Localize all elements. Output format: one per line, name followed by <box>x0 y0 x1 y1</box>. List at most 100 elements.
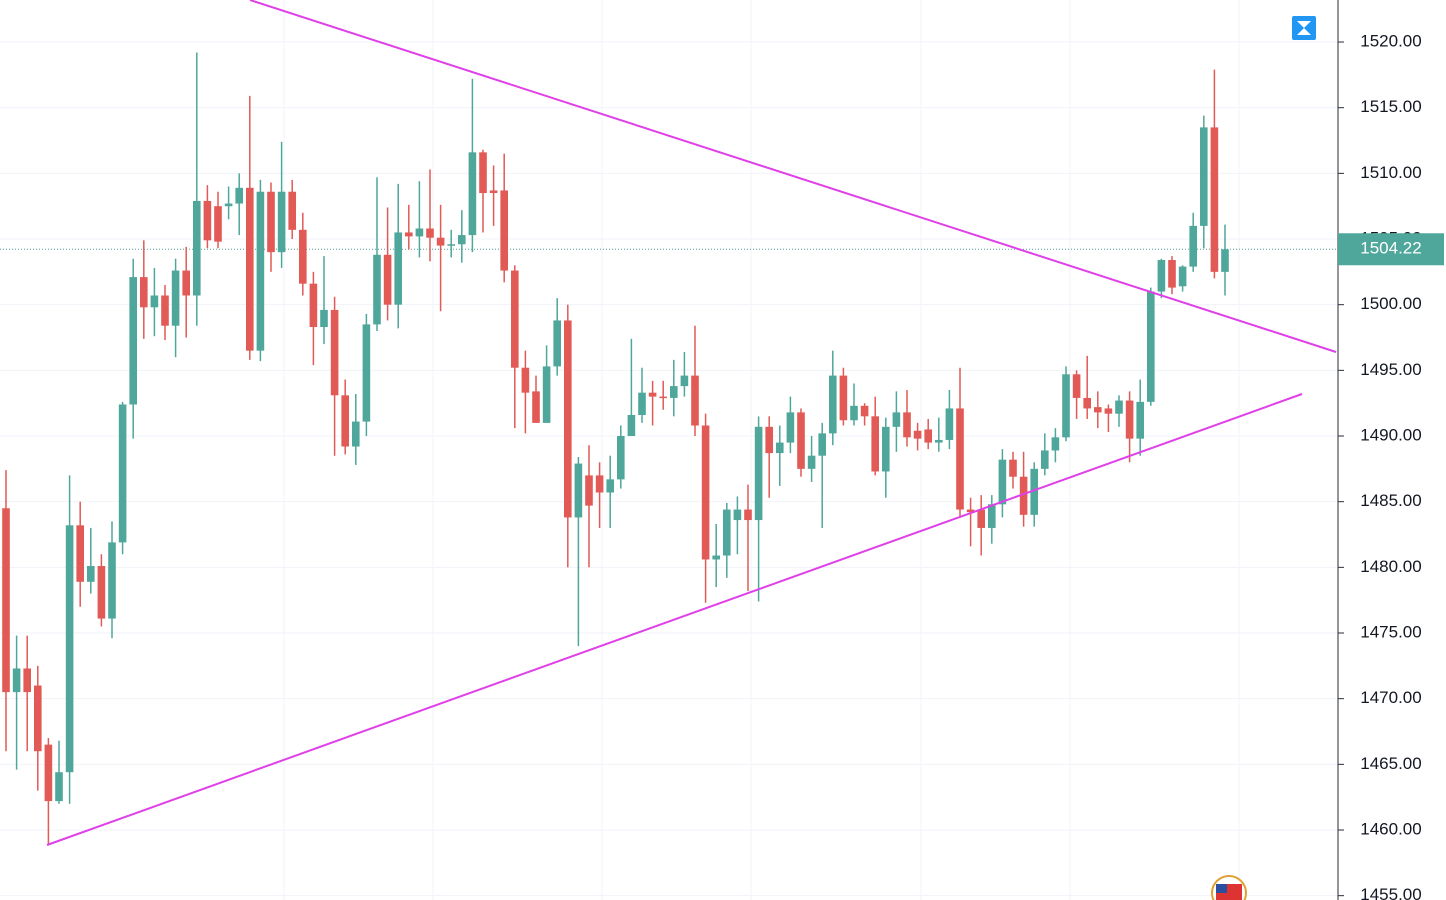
candle-body <box>426 228 434 238</box>
candle-body <box>595 475 604 493</box>
candle-body <box>670 386 678 398</box>
candle-body <box>458 235 466 245</box>
flag-canton <box>1216 884 1227 893</box>
candle-body <box>1157 260 1166 292</box>
candle-body <box>723 509 731 556</box>
candle-body <box>585 475 593 506</box>
candle-body <box>564 320 572 518</box>
trend-lines <box>46 0 1337 846</box>
candle-body <box>1115 400 1123 414</box>
candle-body <box>776 442 784 454</box>
candle-body <box>659 396 667 399</box>
candle-body <box>1041 450 1049 469</box>
candle-body <box>500 190 508 271</box>
candle-body <box>256 191 265 351</box>
candle-body <box>733 509 742 521</box>
candle-body <box>479 152 487 194</box>
candle-body <box>447 244 455 246</box>
candle-body <box>87 566 95 582</box>
candle-body <box>1210 127 1219 272</box>
candle-body <box>468 152 477 236</box>
y-tick-label: 1515.00 <box>1360 97 1421 116</box>
candle-body <box>34 685 42 752</box>
candle-body <box>288 191 296 230</box>
candle-body <box>1009 459 1017 477</box>
y-tick-label: 1500.00 <box>1360 294 1421 313</box>
candle-body <box>839 375 848 421</box>
candle-body <box>214 206 222 242</box>
candle-body <box>924 429 932 443</box>
candle-body <box>966 509 975 513</box>
candle-body <box>988 504 996 528</box>
y-tick-label: 1490.00 <box>1360 425 1421 444</box>
candle-body <box>277 191 286 253</box>
candle-body <box>617 436 625 480</box>
candle-body <box>309 283 318 328</box>
candle-body <box>108 542 116 619</box>
candle-body <box>1189 225 1197 267</box>
y-tick-label: 1480.00 <box>1360 557 1421 576</box>
vertical-grid <box>283 0 1240 900</box>
candle-body <box>532 391 540 423</box>
candle-body <box>786 412 795 443</box>
y-tick-label: 1475.00 <box>1360 622 1421 641</box>
candle-body <box>23 668 31 693</box>
candle-body <box>150 295 159 308</box>
candle-body <box>935 439 943 443</box>
candle-body <box>97 566 106 619</box>
trend-line <box>249 0 1337 353</box>
scale-icon[interactable] <box>1292 16 1316 40</box>
price-label: 1504.22 <box>1360 239 1421 258</box>
candle-body <box>224 203 233 207</box>
candle-body <box>1062 374 1070 438</box>
candle-body <box>1019 476 1028 515</box>
candle-body <box>977 509 985 528</box>
candle-body <box>193 200 201 296</box>
candle-body <box>1168 260 1176 288</box>
price-label-box <box>1338 233 1444 266</box>
candle-body <box>55 772 63 802</box>
candle-body <box>182 270 190 296</box>
candle-body <box>807 455 816 469</box>
candle-body <box>882 426 890 472</box>
candle-body <box>2 508 10 693</box>
candle-body <box>797 412 805 469</box>
candle-body <box>1072 374 1081 398</box>
candle-body <box>860 405 869 417</box>
candle-body <box>1125 400 1134 439</box>
candle-body <box>161 295 169 326</box>
candle-body <box>754 426 763 521</box>
candle-body <box>521 367 530 393</box>
y-tick-label: 1460.00 <box>1360 819 1421 838</box>
candle-body <box>648 392 657 397</box>
candle-body <box>744 509 752 521</box>
candle-body <box>1030 468 1038 515</box>
candle-body <box>118 404 127 543</box>
candle-body <box>1136 401 1144 439</box>
candle-body <box>489 190 498 194</box>
candle-body <box>129 277 137 405</box>
candle-body <box>405 232 413 237</box>
candle-body <box>956 408 964 510</box>
y-axis: 1455.00 1460.00 1465.00 1470.00 1475.00 1480.… <box>1338 32 1444 900</box>
candle-body <box>1200 127 1208 226</box>
candle-body <box>320 309 328 328</box>
y-tick-label: 1485.00 <box>1360 491 1421 510</box>
candle-body <box>65 525 74 773</box>
y-tick-label: 1470.00 <box>1360 688 1421 707</box>
candle-body <box>171 270 180 326</box>
candle-body <box>691 375 699 426</box>
candle-body <box>871 416 879 472</box>
candle-body <box>913 430 922 439</box>
candle-body <box>12 668 21 693</box>
candle-body <box>829 375 837 434</box>
candle-body <box>299 229 307 284</box>
candle-body <box>1094 407 1102 413</box>
candle-body <box>903 412 911 438</box>
candle-body <box>892 412 901 427</box>
candle-body <box>436 237 445 246</box>
icon-glyph <box>1297 21 1311 35</box>
candle-body <box>341 395 349 447</box>
flag-icon <box>1211 875 1247 900</box>
